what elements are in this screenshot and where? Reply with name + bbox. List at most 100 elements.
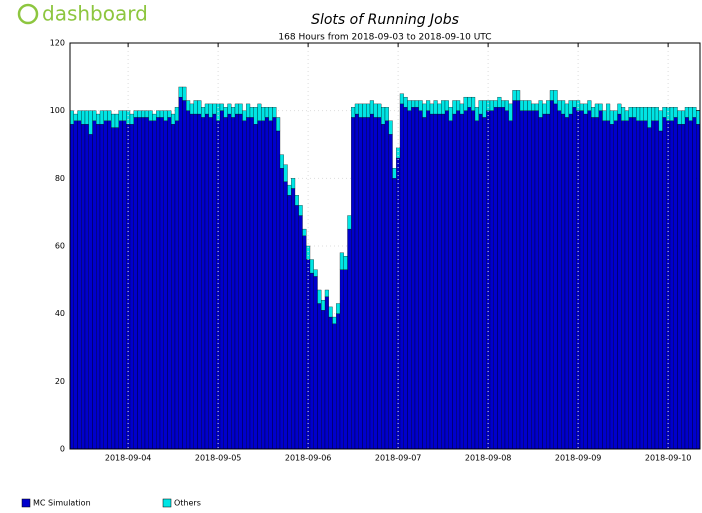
bar xyxy=(542,103,547,115)
bar xyxy=(609,110,614,125)
bar xyxy=(463,110,468,450)
bar xyxy=(384,107,389,121)
y-tick-label: 20 xyxy=(55,377,65,386)
bar xyxy=(133,117,138,450)
y-tick-label: 40 xyxy=(55,309,65,318)
bar xyxy=(347,215,352,230)
bar xyxy=(366,103,371,118)
bar xyxy=(343,255,348,270)
bar xyxy=(403,107,408,450)
bar xyxy=(538,117,543,450)
bar xyxy=(531,110,536,450)
bar xyxy=(692,107,697,118)
bar xyxy=(669,107,674,121)
bar xyxy=(92,110,97,121)
bar xyxy=(362,103,367,118)
bar xyxy=(332,323,337,450)
bar xyxy=(613,120,618,450)
bar xyxy=(452,113,457,450)
bar xyxy=(467,96,472,108)
bar xyxy=(96,113,101,125)
bar xyxy=(392,168,397,179)
bar xyxy=(159,117,164,450)
bar xyxy=(467,107,472,450)
bar xyxy=(399,103,404,450)
bar xyxy=(283,164,288,182)
bar xyxy=(609,124,614,450)
bar xyxy=(81,110,86,125)
bar xyxy=(591,107,596,118)
bar xyxy=(478,100,483,115)
bar xyxy=(392,178,397,450)
bar xyxy=(437,113,442,450)
bar xyxy=(463,96,468,111)
bar xyxy=(122,120,127,450)
bar xyxy=(681,110,686,125)
bar xyxy=(204,103,209,115)
bar xyxy=(141,110,146,118)
bar xyxy=(497,107,502,450)
bar xyxy=(126,124,131,450)
x-tick-label: 2018-09-05 xyxy=(195,454,242,463)
bar xyxy=(489,110,494,450)
bar xyxy=(208,117,213,450)
bar xyxy=(287,195,292,450)
bar xyxy=(144,117,149,450)
bar xyxy=(238,103,243,115)
bar xyxy=(306,245,311,260)
bar xyxy=(512,100,517,450)
bar xyxy=(598,110,603,450)
bar xyxy=(291,178,296,189)
bar xyxy=(268,107,273,121)
bar xyxy=(351,107,356,118)
bar xyxy=(636,120,641,450)
bar xyxy=(549,90,554,101)
bar xyxy=(103,120,108,450)
bar xyxy=(126,110,131,125)
bar xyxy=(201,117,206,450)
bar xyxy=(441,100,446,115)
bar xyxy=(561,100,566,115)
bar xyxy=(114,127,119,450)
bar xyxy=(621,120,626,450)
bar xyxy=(553,103,558,450)
bar xyxy=(107,120,112,450)
y-tick-label: 0 xyxy=(60,445,65,454)
bar xyxy=(96,124,101,450)
bar xyxy=(688,107,693,121)
bar xyxy=(366,117,371,450)
bar xyxy=(478,113,483,450)
bar xyxy=(426,100,431,111)
bar xyxy=(583,103,588,115)
bar xyxy=(212,113,217,450)
bar xyxy=(189,113,194,450)
bar xyxy=(186,100,191,111)
bar xyxy=(673,117,678,450)
bar xyxy=(328,316,333,450)
bar xyxy=(197,100,202,115)
bar xyxy=(137,110,142,118)
bar xyxy=(253,124,258,450)
y-tick-label: 120 xyxy=(50,39,65,48)
bar xyxy=(426,110,431,450)
bar xyxy=(231,107,236,118)
bar xyxy=(632,117,637,450)
bar xyxy=(69,124,74,450)
bar xyxy=(193,100,198,115)
bar xyxy=(549,100,554,450)
bar xyxy=(594,117,599,450)
bar xyxy=(336,303,341,314)
bar xyxy=(534,110,539,450)
bar xyxy=(321,310,326,450)
bar xyxy=(504,110,509,450)
bar xyxy=(257,103,262,121)
bar xyxy=(216,103,221,121)
bar xyxy=(309,272,314,450)
bar xyxy=(579,110,584,450)
bar xyxy=(557,110,562,450)
bar xyxy=(208,103,213,118)
bar xyxy=(261,107,266,121)
x-tick-label: 2018-09-07 xyxy=(375,454,422,463)
bar xyxy=(261,120,266,450)
x-tick-label: 2018-09-09 xyxy=(555,454,602,463)
